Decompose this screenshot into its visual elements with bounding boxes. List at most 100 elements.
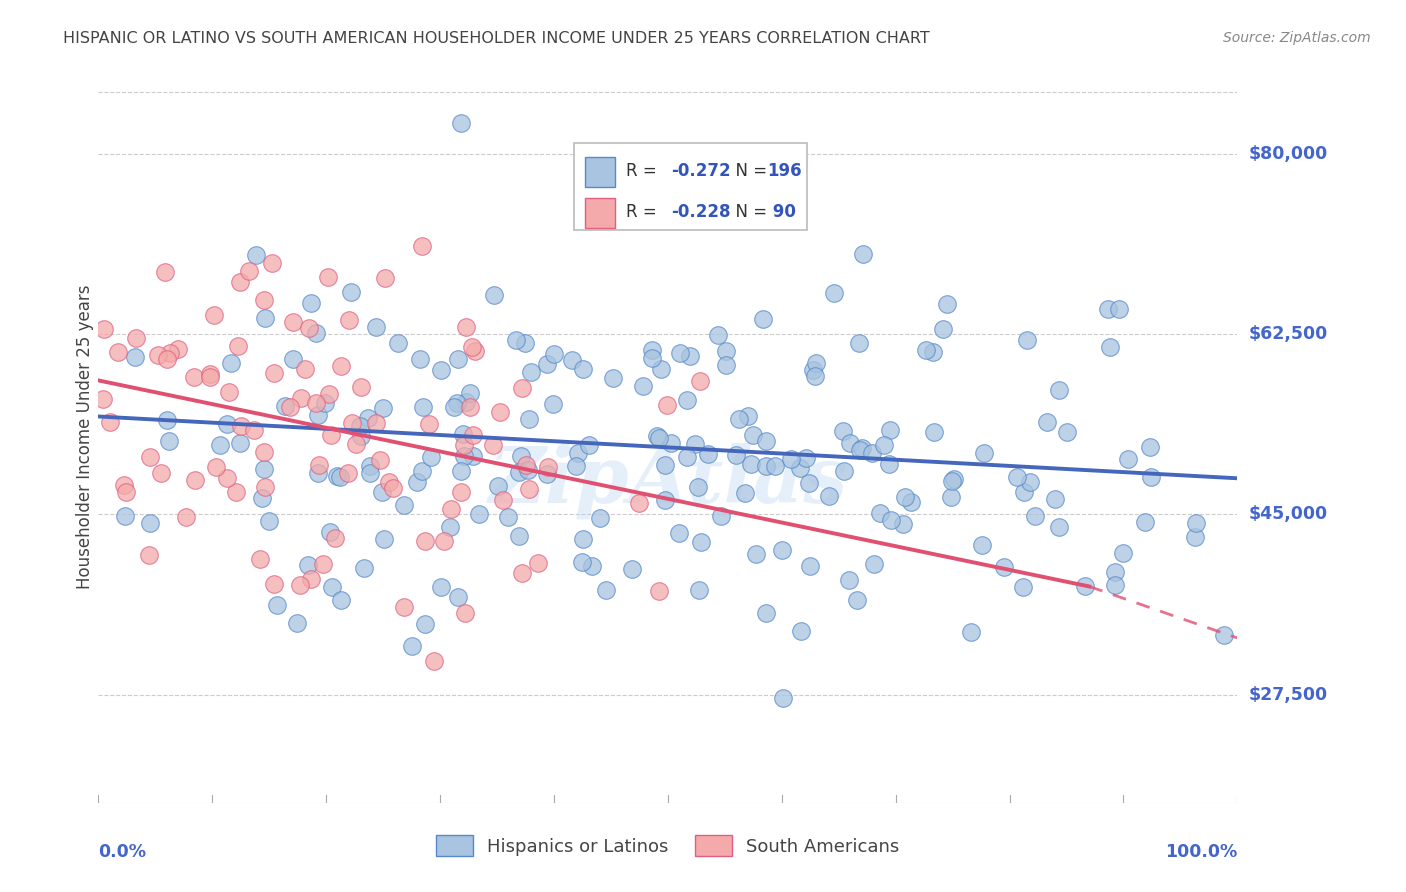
Point (430, 580, 453, 594)
Point (520, 365, 543, 379)
Text: $45,000: $45,000 (1249, 506, 1327, 524)
Point (183, 369, 205, 384)
Point (326, 468, 349, 483)
Point (260, 255, 283, 269)
Point (215, 471, 238, 485)
Point (848, 336, 870, 351)
Point (745, 547, 768, 561)
Point (941, 490, 963, 504)
Point (845, 592, 868, 607)
Point (872, 438, 894, 452)
Point (159, 346, 181, 360)
Point (456, 395, 478, 409)
Point (659, 436, 682, 450)
Point (640, 351, 662, 366)
Point (879, 424, 901, 438)
Point (714, 201, 737, 215)
Point (851, 441, 873, 455)
Point (960, 625, 983, 640)
Point (481, 438, 503, 452)
Point (790, 624, 813, 638)
Point (225, 484, 247, 499)
Point (505, 333, 527, 347)
Point (578, 437, 600, 451)
Point (307, 467, 329, 481)
Point (517, 483, 540, 497)
Point (422, 655, 444, 669)
Point (834, 464, 856, 478)
Point (510, 449, 533, 463)
Point (1005, 470, 1028, 484)
Point (1108, 302, 1130, 317)
Point (763, 459, 786, 474)
Point (486, 479, 509, 493)
Point (832, 424, 855, 438)
Point (595, 583, 617, 598)
Point (138, 549, 160, 563)
Point (392, 599, 415, 614)
Point (394, 498, 416, 512)
Point (285, 616, 308, 631)
Point (259, 515, 281, 529)
Point (318, 269, 340, 284)
Legend: Hispanics or Latinos, South Americans: Hispanics or Latinos, South Americans (429, 828, 907, 863)
Point (366, 416, 388, 430)
Point (1139, 440, 1161, 454)
Point (818, 489, 841, 503)
Point (406, 475, 429, 489)
Point (799, 558, 821, 573)
Point (439, 519, 461, 533)
Point (218, 384, 240, 399)
Point (1014, 484, 1036, 499)
Point (641, 343, 664, 357)
Point (1184, 516, 1206, 531)
Point (453, 606, 475, 620)
FancyBboxPatch shape (585, 157, 616, 187)
Point (1047, 384, 1070, 398)
Point (453, 438, 475, 452)
Point (155, 265, 177, 279)
Point (536, 467, 558, 482)
Point (157, 434, 180, 448)
Point (675, 393, 697, 408)
Point (447, 591, 470, 605)
Point (489, 405, 512, 419)
Point (387, 336, 409, 351)
Text: $62,500: $62,500 (1249, 325, 1327, 343)
Point (371, 401, 394, 415)
Point (801, 362, 824, 376)
Point (308, 458, 330, 472)
Point (263, 577, 285, 591)
Point (139, 516, 162, 530)
Point (250, 491, 273, 505)
Point (869, 507, 891, 521)
Point (482, 288, 505, 302)
Point (253, 462, 276, 476)
Point (411, 239, 433, 253)
Point (789, 461, 811, 475)
Point (710, 509, 733, 524)
Point (707, 327, 730, 342)
Point (894, 490, 917, 504)
Text: 90: 90 (766, 202, 796, 221)
Point (412, 401, 434, 415)
Point (973, 446, 995, 460)
Point (737, 409, 759, 423)
Point (1097, 302, 1119, 317)
Point (174, 510, 197, 524)
Point (650, 362, 672, 376)
Point (413, 617, 436, 632)
Text: ZipAtlas: ZipAtlas (488, 442, 848, 519)
Point (1036, 415, 1059, 429)
Point (679, 350, 702, 364)
Point (112, 478, 135, 492)
Point (567, 446, 589, 460)
Point (647, 429, 669, 443)
Point (368, 452, 391, 467)
Point (350, 429, 373, 443)
Point (804, 356, 827, 370)
Text: $80,000: $80,000 (1249, 145, 1327, 162)
Point (344, 436, 367, 450)
Point (922, 344, 945, 359)
Point (156, 351, 179, 366)
